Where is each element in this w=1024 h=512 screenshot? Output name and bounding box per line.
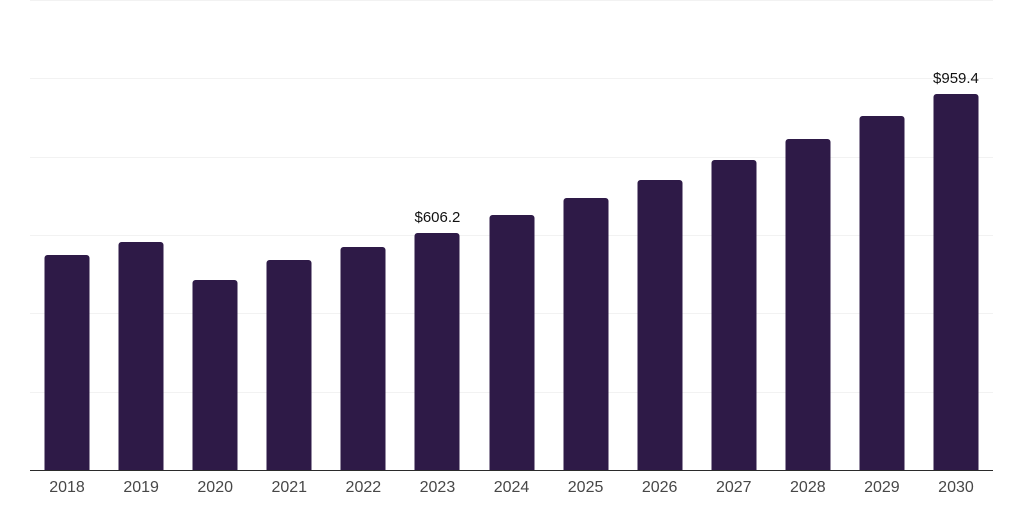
bar-value-label-2023: $606.2: [414, 208, 461, 226]
bar-2020: [192, 280, 238, 470]
bar-2024: [489, 215, 534, 470]
x-tick-label-2019: 2019: [123, 479, 159, 496]
x-tick-label-2018: 2018: [49, 479, 85, 496]
bar-2029: [859, 115, 905, 470]
bar-2030: [933, 94, 979, 470]
gridline-1000: [30, 78, 993, 80]
gridline-1200: [30, 0, 993, 1]
bar-2026: [637, 179, 683, 470]
x-tick-label-2030: 2030: [938, 479, 974, 496]
bar-2022: [340, 246, 386, 470]
x-tick-label-2027: 2027: [715, 479, 752, 496]
x-tick-label-2024: 2024: [493, 479, 530, 496]
bar-slot-2026: [623, 0, 697, 470]
bar-slot-2019: [104, 0, 178, 470]
bar-slot-2024: [474, 0, 548, 470]
x-tick-label-2020: 2020: [197, 479, 233, 496]
bar-2025: [563, 198, 609, 470]
bar-slot-2021: [252, 0, 326, 470]
x-tick-label-2029: 2029: [864, 479, 900, 496]
x-tick-label-2028: 2028: [790, 479, 826, 496]
bar-2023: [414, 232, 460, 470]
bar-slot-2023: $606.2: [400, 0, 474, 470]
bar-slot-2025: [549, 0, 623, 470]
bar-2018: [44, 255, 90, 470]
bar-slot-2030: $959.4: [919, 0, 993, 470]
plot-area: $606.2 $959.4: [30, 0, 993, 471]
bar-slot-2028: [771, 0, 845, 470]
bar-2021: [266, 260, 312, 470]
bar-2019: [118, 242, 164, 470]
bar-slot-2029: [845, 0, 919, 470]
bar-slot-2020: [178, 0, 252, 470]
x-tick-label-2023: 2023: [419, 479, 456, 496]
bar-slot-2018: [30, 0, 104, 470]
bars-row: $606.2 $959.4: [30, 0, 993, 470]
bar-2028: [785, 138, 831, 470]
bar-slot-2022: [326, 0, 400, 470]
bar-slot-2027: [697, 0, 771, 470]
x-tick-label-2022: 2022: [345, 479, 382, 496]
x-axis-tick-labels: 2018 2019 2020 2021 2022 2023 2024 2025 2026 2027…: [30, 479, 993, 497]
bar-value-label-2030: $959.4: [933, 70, 979, 88]
gridline-800: [30, 156, 993, 158]
x-tick-label-2026: 2026: [641, 479, 678, 496]
x-tick-label-2021: 2021: [271, 479, 308, 496]
bar-2027: [711, 159, 757, 470]
x-tick-label-2025: 2025: [567, 479, 604, 496]
